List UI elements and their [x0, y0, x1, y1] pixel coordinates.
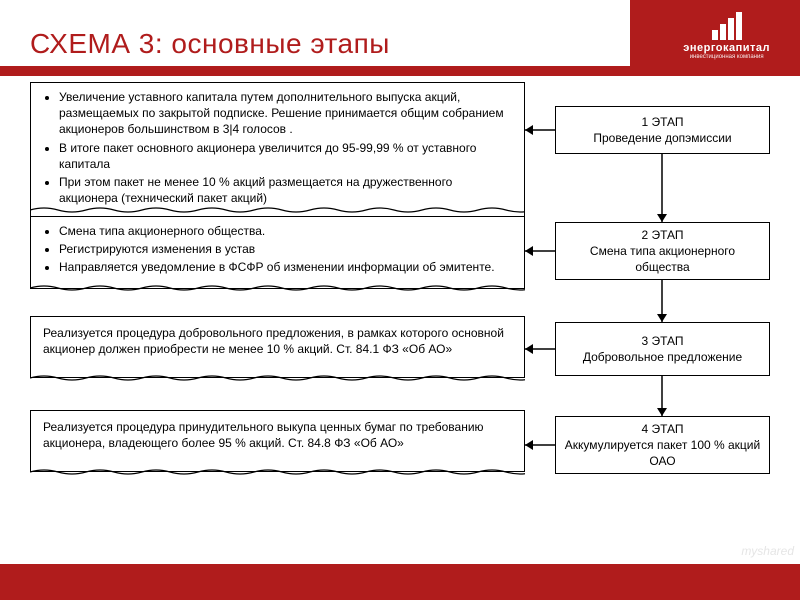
desc-bullet: Увеличение уставного капитала путем допо…: [59, 89, 514, 138]
company-logo: энергокапитал инвестиционная компания: [683, 12, 770, 60]
stage-heading: 3 ЭТАП: [562, 333, 763, 349]
stage-label: Смена типа акционерного общества: [562, 243, 763, 275]
stage-box-1: 1 ЭТАППроведение допэмиссии: [555, 106, 770, 154]
stage-box-4: 4 ЭТАПАккумулируется пакет 100 % акций О…: [555, 416, 770, 474]
desc-bullet: При этом пакет не менее 10 % акций разме…: [59, 174, 514, 206]
desc-box-3: Реализуется процедура добровольного пред…: [30, 316, 525, 378]
desc-bullet: Направляется уведомление в ФСФР об измен…: [59, 259, 514, 275]
desc-bullet: В итоге пакет основного акционера увелич…: [59, 140, 514, 172]
stage-label: Добровольное предложение: [562, 349, 763, 365]
slide-header: СХЕМА 3: основные этапы энергокапитал ин…: [0, 0, 800, 76]
desc-bullet: Регистрируются изменения в устав: [59, 241, 514, 257]
stage-box-2: 2 ЭТАПСмена типа акционерного общества: [555, 222, 770, 280]
footer-bar: [0, 564, 800, 600]
desc-box-4: Реализуется процедура принудительного вы…: [30, 410, 525, 472]
slide-title: СХЕМА 3: основные этапы: [30, 28, 390, 60]
logo-bars-icon: [711, 12, 743, 40]
logo-subtitle: инвестиционная компания: [690, 54, 764, 60]
stage-label: Аккумулируется пакет 100 % акций ОАО: [562, 437, 763, 469]
desc-box-2: Смена типа акционерного общества. Регистр…: [30, 216, 525, 289]
watermark: myshared: [741, 544, 794, 558]
stage-heading: 2 ЭТАП: [562, 227, 763, 243]
desc-box-1: Увеличение уставного капитала путем допо…: [30, 82, 525, 219]
stage-box-3: 3 ЭТАПДобровольное предложение: [555, 322, 770, 376]
logo-name: энергокапитал: [683, 42, 770, 54]
stage-label: Проведение допэмиссии: [562, 130, 763, 146]
diagram-content: 1 ЭТАППроведение допэмиссии Увеличение ус…: [0, 76, 800, 541]
stage-heading: 4 ЭТАП: [562, 421, 763, 437]
stage-heading: 1 ЭТАП: [562, 114, 763, 130]
desc-bullet: Смена типа акционерного общества.: [59, 223, 514, 239]
